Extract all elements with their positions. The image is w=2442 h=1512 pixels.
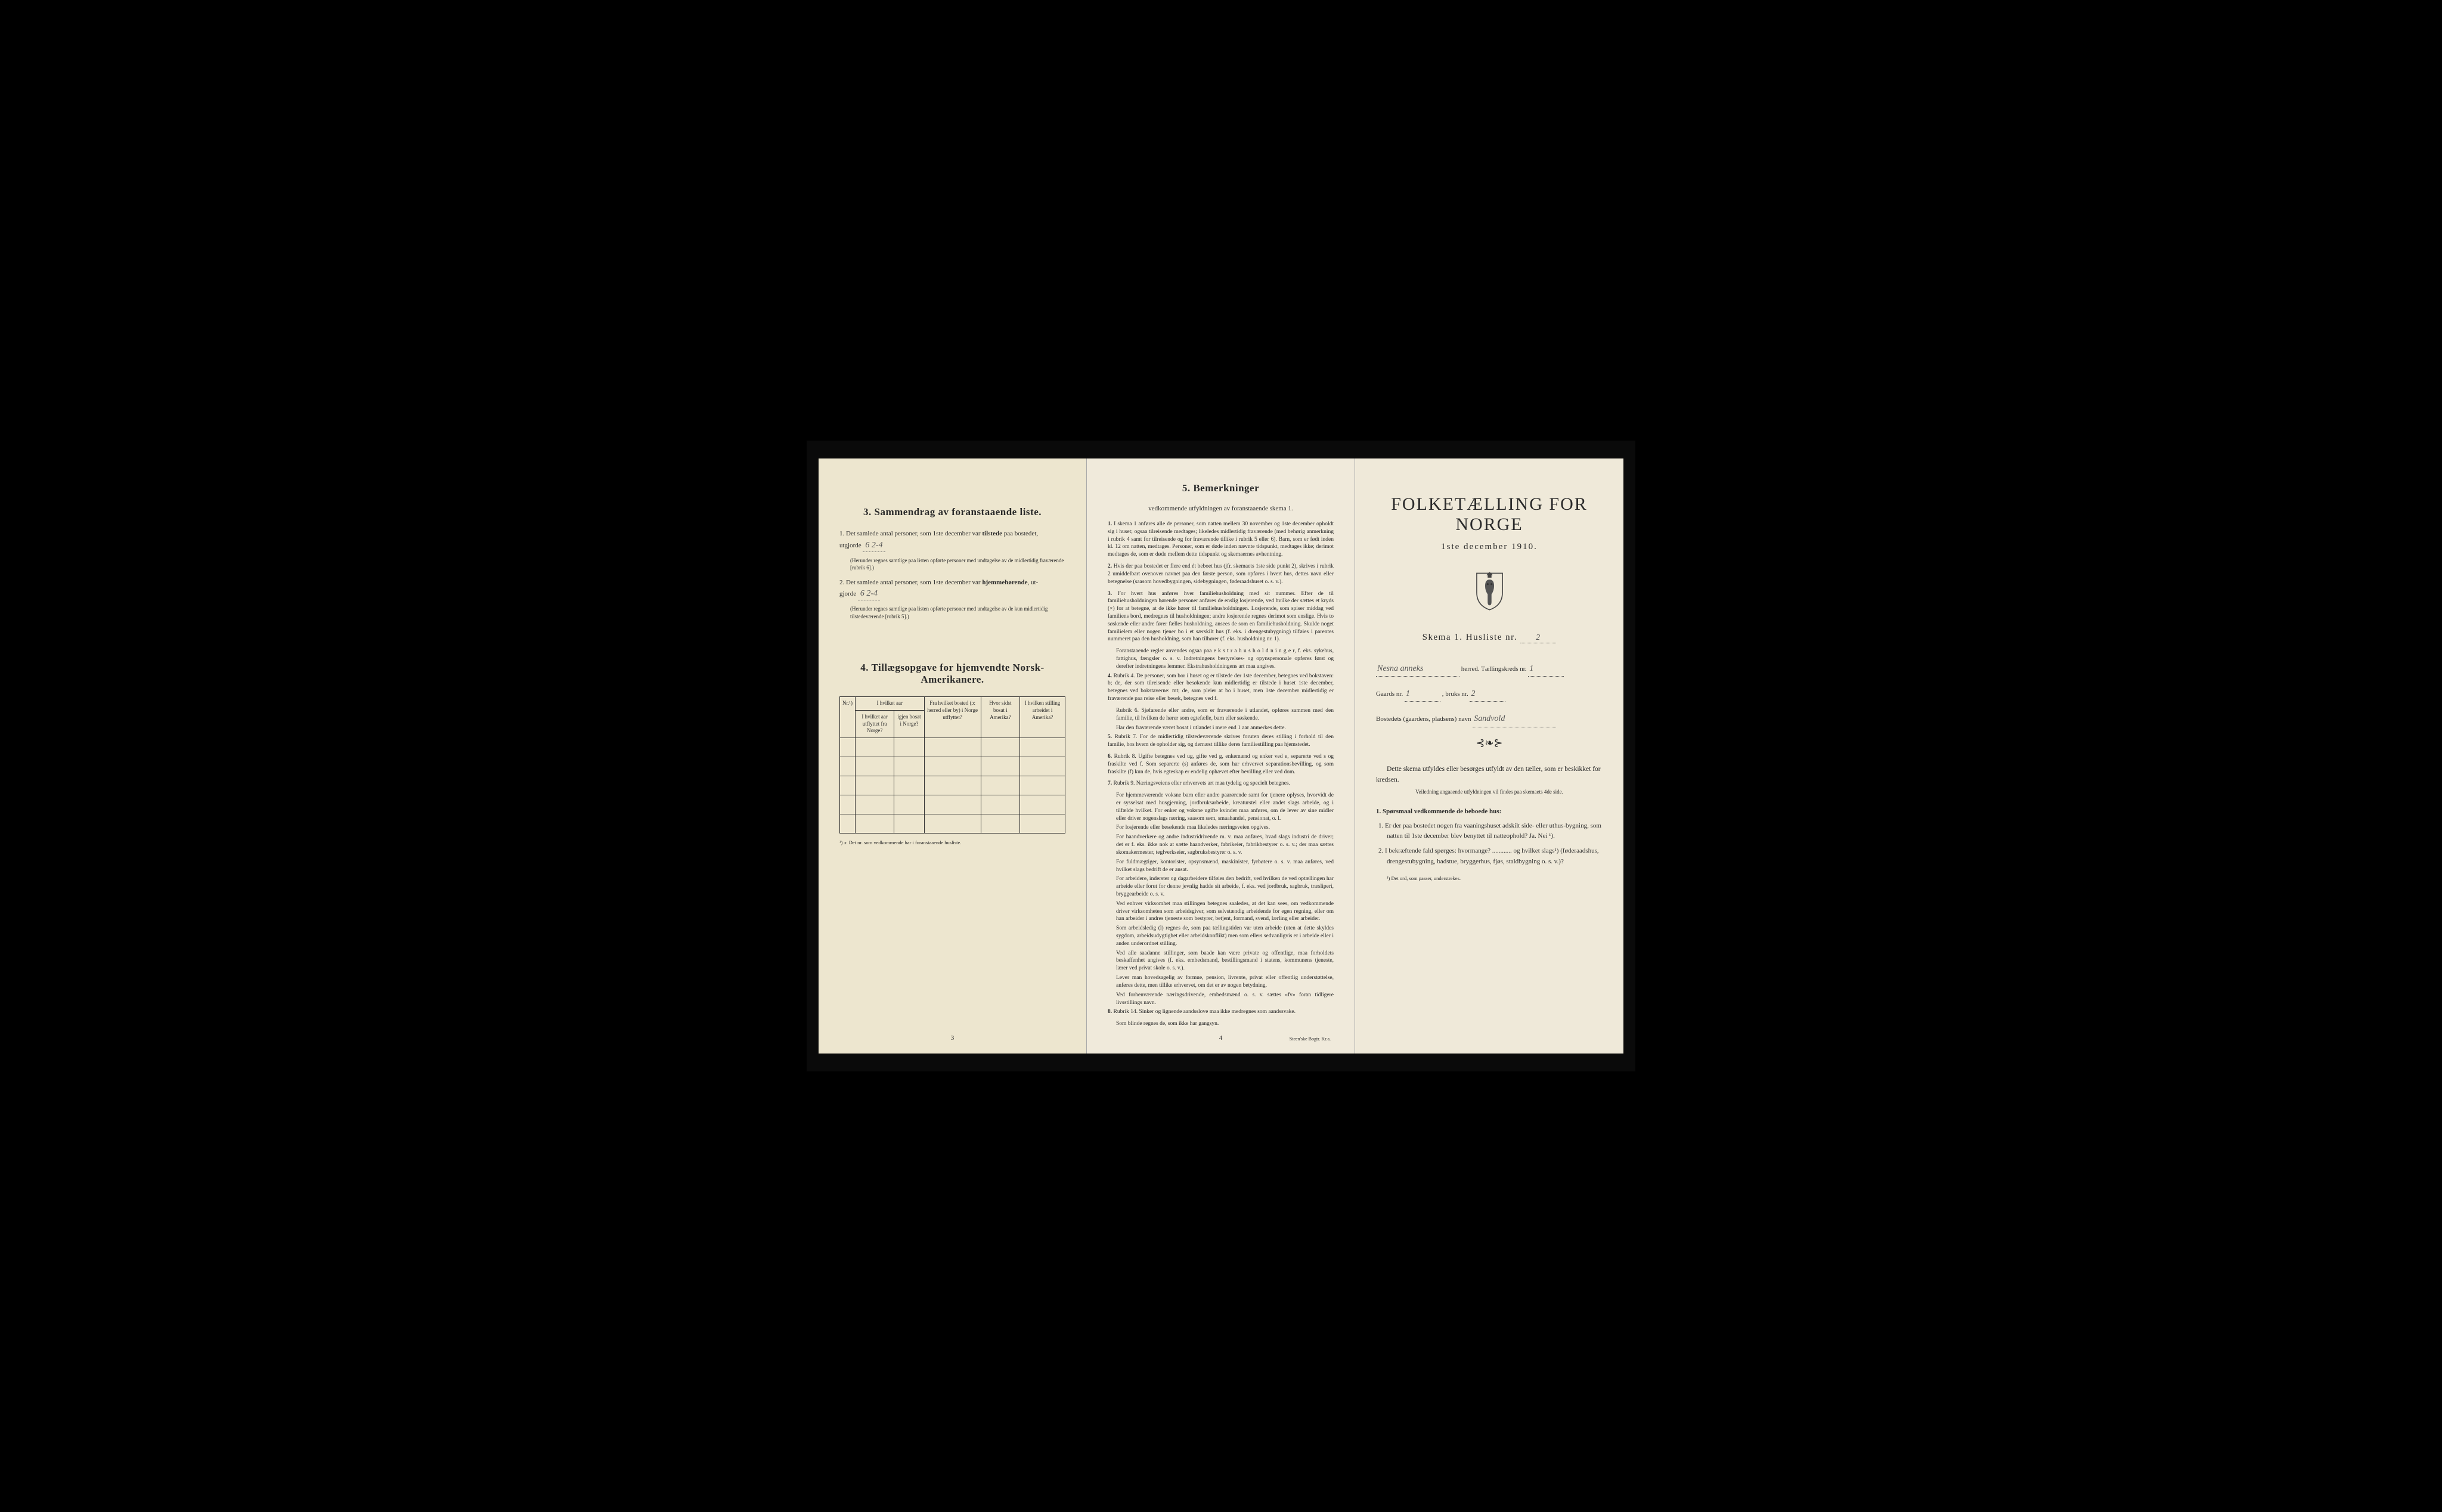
bemerkning-sub: Har den fraværende været bosat i utlande…: [1116, 724, 1334, 732]
bemerkning-sub: Rubrik 6. Sjøfarende eller andre, som er…: [1116, 707, 1334, 723]
section-5-subtitle: vedkommende utfyldningen av foranstaaend…: [1108, 505, 1334, 512]
bemerkning-sub: Ved enhver virksomhet maa stillingen bet…: [1116, 900, 1334, 923]
table-row: [840, 738, 1065, 757]
herred-line: Nesna anneks herred. Tællingskreds nr. 1: [1376, 661, 1603, 677]
page-number-4: 4: [1219, 1034, 1223, 1042]
bemerkning-sub: Som arbeidsledig (l) regnes de, som paa …: [1116, 925, 1334, 947]
page-3: 3. Sammendrag av foranstaaende liste. 1.…: [819, 458, 1087, 1054]
value-tilstede: 6 2-4: [863, 539, 885, 552]
table-row: [840, 814, 1065, 834]
item-1-note: (Herunder regnes samtlige paa listen opf…: [850, 557, 1065, 572]
item-2-note: (Herunder regnes samtlige paa listen opf…: [850, 605, 1065, 620]
col-group-aar: I hvilket aar: [855, 697, 924, 711]
item-1: 1. Det samlede antal personer, som 1ste …: [839, 529, 1065, 552]
table-row: [840, 757, 1065, 776]
bemerkning-sub: Som blinde regnes de, som ikke har gangs…: [1116, 1020, 1334, 1028]
page-cover: FOLKETÆLLING FOR NORGE 1ste december 191…: [1355, 458, 1623, 1054]
bemerkning-sub: Foranstaaende regler anvendes ogsaa paa …: [1116, 647, 1334, 670]
table-row: [840, 776, 1065, 795]
sporsmaal-2: 2. I bekræftende fald spørges: hvormange…: [1387, 846, 1603, 866]
bemerkning-item: 8. Rubrik 14. Sinker og lignende aandssl…: [1108, 1008, 1334, 1016]
bemerkning-sub: Ved forhenværende næringsdrivende, embed…: [1116, 992, 1334, 1007]
bosted-name: Sandvold: [1473, 711, 1556, 727]
bruks-nr: 2: [1470, 686, 1505, 702]
bemerkning-sub: Ved alle saadanne stillinger, som baade …: [1116, 950, 1334, 972]
bemerkning-sub: For haandverkere og andre industridriven…: [1116, 834, 1334, 856]
intro-sub: Veiledning angaaende utfyldningen vil fi…: [1376, 789, 1603, 795]
intro-text: Dette skema utfyldes eller besørges utfy…: [1376, 764, 1603, 786]
bemerkning-item: 5. Rubrik 7. For de midlertidig tilstede…: [1108, 733, 1334, 749]
col-amerika: Hvor sidst bosat i Amerika?: [981, 697, 1019, 738]
col-bosted: Fra hvilket bosted (ɔ: herred eller by) …: [924, 697, 981, 738]
bemerkninger-list: 1. I skema 1 anføres alle de personer, s…: [1108, 520, 1334, 1028]
bemerkning-item: 4. Rubrik 4. De personer, som bor i huse…: [1108, 673, 1334, 703]
coat-of-arms-icon: [1376, 570, 1603, 615]
bemerkning-item: 3. For hvert hus anføres hver familiehus…: [1108, 590, 1334, 644]
col-nr: Nr.¹): [840, 697, 856, 738]
section-5-title: 5. Bemerkninger: [1108, 482, 1334, 494]
footnote-right: ¹) Det ord, som passer, understrekes.: [1387, 875, 1603, 881]
bemerkning-sub: For arbeidere, inderster og dagarbeidere…: [1116, 875, 1334, 898]
bemerkning-sub: For hjemmeværende voksne barn eller andr…: [1116, 792, 1334, 822]
printer-credit: Steen'ske Bogtr. Kr.a.: [1290, 1036, 1331, 1042]
section-3-title: 3. Sammendrag av foranstaaende liste.: [839, 506, 1065, 518]
col-igjen: igjen bosat i Norge?: [894, 711, 924, 738]
husliste-nr: 2: [1520, 633, 1556, 643]
bemerkning-item: 7. Rubrik 9. Næringsveiens eller erhverv…: [1108, 780, 1334, 788]
amerika-table: Nr.¹) I hvilket aar Fra hvilket bosted (…: [839, 696, 1065, 834]
gaards-nr: 1: [1405, 686, 1440, 702]
bemerkning-item: 1. I skema 1 anføres alle de personer, s…: [1108, 520, 1334, 559]
table-footnote: ¹) ɔ: Det nr. som vedkommende har i fora…: [839, 839, 1065, 845]
sporsmaal-title: 1. Spørsmaal vedkommende de beboede hus:: [1376, 808, 1603, 815]
kreds-nr: 1: [1528, 661, 1564, 677]
col-stilling: I hvilken stilling arbeidet i Amerika?: [1020, 697, 1065, 738]
gaards-line: Gaards nr. 1 , bruks nr. 2: [1376, 686, 1603, 702]
section-4-title: 4. Tillægsopgave for hjemvendte Norsk-Am…: [839, 662, 1065, 686]
value-hjemme: 6 2-4: [858, 587, 880, 600]
herred-name: Nesna anneks: [1376, 661, 1459, 677]
ornament-icon: ⊰❧⊱: [1376, 737, 1603, 749]
sporsmaal-1: 1. Er der paa bostedet nogen fra vaaning…: [1387, 821, 1603, 841]
item-2: 2. Det samlede antal personer, som 1ste …: [839, 578, 1065, 601]
table-body: [840, 738, 1065, 834]
document-tri-fold: 3. Sammendrag av foranstaaende liste. 1.…: [807, 441, 1635, 1071]
bemerkning-sub: For fuldmægtiger, kontorister, opsynsmæn…: [1116, 859, 1334, 874]
bosted-line: Bostedets (gaardens, pladsens) navn Sand…: [1376, 711, 1603, 727]
page-number-3: 3: [951, 1034, 955, 1042]
col-utflyttet: I hvilket aar utflyttet fra Norge?: [855, 711, 894, 738]
bemerkning-sub: For losjerende eller besøkende maa likel…: [1116, 824, 1334, 832]
bemerkning-item: 6. Rubrik 8. Ugifte betegnes ved ug, gif…: [1108, 753, 1334, 776]
skema-line: Skema 1. Husliste nr. 2: [1376, 633, 1603, 643]
bemerkning-item: 2. Hvis der paa bostedet er flere end ét…: [1108, 563, 1334, 585]
table-row: [840, 795, 1065, 814]
main-date: 1ste december 1910.: [1376, 542, 1603, 552]
main-title: FOLKETÆLLING FOR NORGE: [1376, 494, 1603, 535]
bemerkning-sub: Lever man hovedsagelig av formue, pensio…: [1116, 974, 1334, 990]
page-4: 5. Bemerkninger vedkommende utfyldningen…: [1087, 458, 1355, 1054]
